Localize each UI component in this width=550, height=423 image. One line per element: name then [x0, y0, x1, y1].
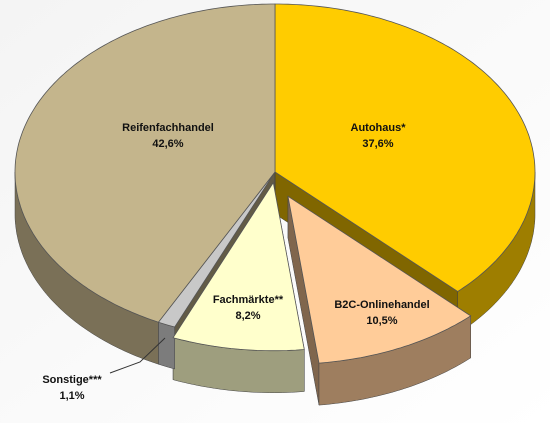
labels: Autohaus* 37,6% B2C-Onlinehandel 10,5% Fachm…	[42, 122, 429, 402]
slice	[14, 3, 276, 323]
slice-value-label: 42,6%	[152, 138, 183, 150]
slice-label: Fachmärkte**	[213, 294, 284, 306]
slice-side	[158, 321, 175, 370]
slice-value-label: 37,6%	[362, 138, 393, 150]
slice-value-label: 10,5%	[366, 315, 397, 327]
slice-tops	[14, 3, 536, 364]
slice	[172, 181, 305, 352]
slice-value-label: 1,1%	[59, 390, 84, 402]
slice-label: Reifenfachhandel	[122, 122, 214, 134]
slice-label: Sonstige***	[42, 374, 102, 386]
slice-label: B2C-Onlinehandel	[334, 299, 429, 311]
slice	[274, 3, 536, 292]
slice-value-label: 8,2%	[235, 310, 260, 322]
slice	[287, 195, 472, 364]
slice	[157, 171, 276, 328]
slice-label: Autohaus*	[351, 122, 407, 134]
leader-line	[109, 337, 166, 374]
